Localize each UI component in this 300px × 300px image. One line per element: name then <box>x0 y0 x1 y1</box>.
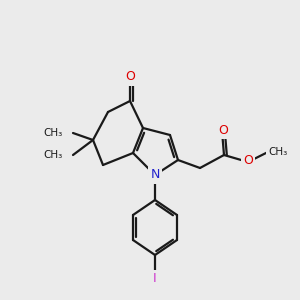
Text: O: O <box>243 154 253 167</box>
Text: N: N <box>150 169 160 182</box>
Text: CH₃: CH₃ <box>268 147 288 157</box>
Text: I: I <box>153 272 157 286</box>
Text: CH₃: CH₃ <box>44 150 63 160</box>
Text: O: O <box>125 70 135 83</box>
Text: O: O <box>218 124 228 136</box>
Text: CH₃: CH₃ <box>44 128 63 138</box>
